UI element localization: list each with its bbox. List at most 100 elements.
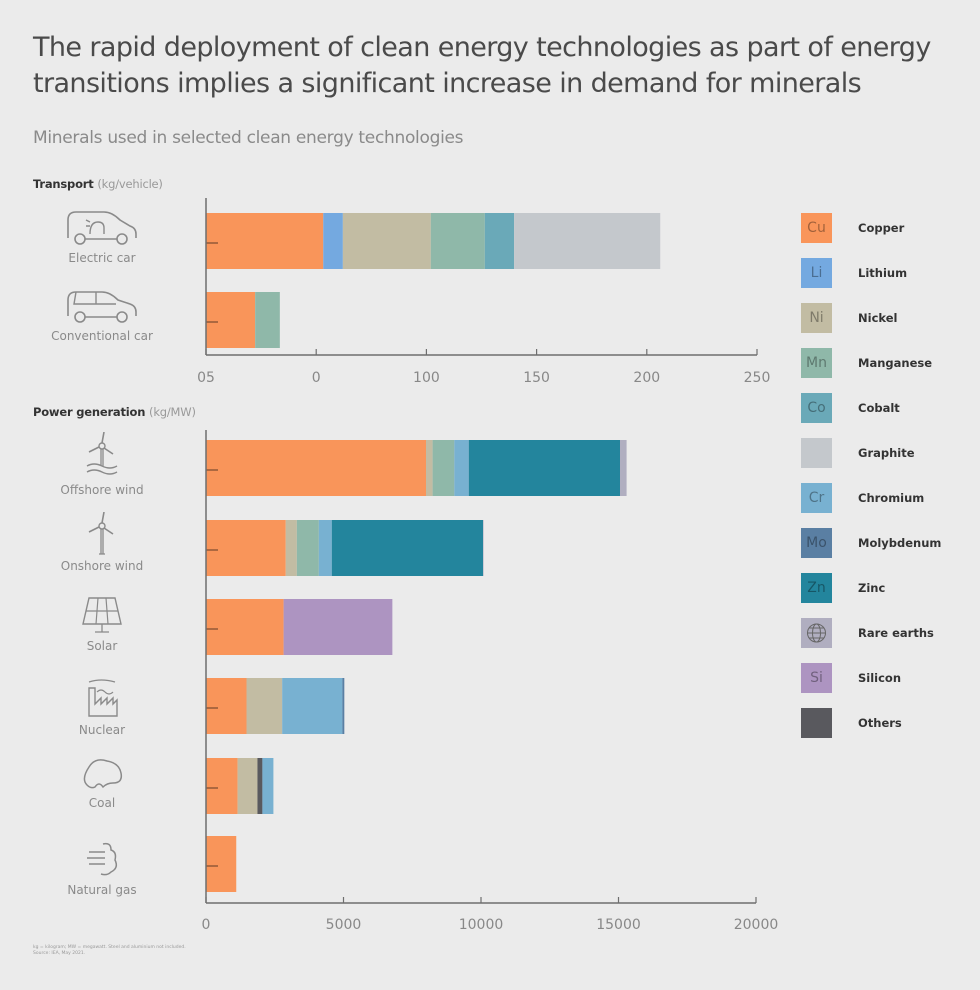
x-tick-label: 10000	[459, 917, 504, 933]
footnote-note: kg = kilogram; MW = megawatt. Steel and …	[33, 945, 186, 950]
bar-segment-ni	[246, 678, 283, 734]
legend-swatch: Li	[801, 258, 832, 288]
legend-label: Silicon	[858, 671, 902, 685]
bar-segment-cu	[206, 678, 247, 734]
legend-label: Cobalt	[858, 401, 900, 415]
bar-segment-zn	[468, 440, 621, 496]
bar-segment-re	[620, 440, 627, 496]
legend-swatch	[801, 438, 832, 468]
category-offshore-wind: Offshore wind	[27, 432, 177, 497]
legend-swatch: Mo	[801, 528, 832, 558]
x-tick-label: 250	[744, 370, 771, 386]
electric-car-icon	[67, 211, 137, 245]
legend-swatch: Cu	[801, 213, 832, 243]
x-tick-label: 100	[413, 370, 440, 386]
power-title: Power generation	[33, 405, 146, 419]
legend-swatch: Ni	[801, 303, 832, 333]
bar-segment-others	[257, 758, 263, 814]
category-label: Nuclear	[78, 723, 126, 737]
globe-icon	[807, 623, 826, 643]
onshore-wind-icon	[88, 512, 114, 555]
bar-segment-cu	[206, 836, 237, 892]
category-label: Conventional car	[51, 329, 153, 343]
transport-unit: (kg/vehicle)	[97, 177, 163, 191]
category-label: Coal	[88, 796, 116, 810]
bar-segment-co	[484, 213, 515, 269]
legend-item-zinc: Zn Zinc	[801, 573, 971, 603]
natural-gas-icon	[87, 842, 118, 876]
bar-segment-mn	[432, 440, 455, 496]
transport-section-label: Transport (kg/vehicle)	[33, 177, 163, 191]
legend-item-manganese: Mn Manganese	[801, 348, 971, 378]
legend-label: Copper	[858, 221, 905, 235]
bar-segment-ni	[237, 758, 258, 814]
legend-item-silicon: Si Silicon	[801, 663, 971, 693]
legend-item-rare-earths: Rare earths	[801, 618, 971, 648]
legend-item-chromium: Cr Chromium	[801, 483, 971, 513]
legend-label: Graphite	[858, 446, 915, 460]
category-label: Natural gas	[67, 883, 137, 897]
conventional-car-icon	[67, 291, 137, 323]
chart-subtitle: Minerals used in selected clean energy t…	[33, 128, 464, 148]
bar-segment-cu	[206, 292, 256, 348]
bar-segment-cu	[206, 440, 426, 496]
bar-segment-li	[323, 213, 343, 269]
category-electric-car: Electric car	[27, 208, 177, 265]
x-tick-label: 0	[202, 917, 211, 933]
legend-swatch: Co	[801, 393, 832, 423]
nuclear-plant-icon	[88, 679, 118, 717]
x-tick-label: 15000	[596, 917, 641, 933]
legend-swatch: Zn	[801, 573, 832, 603]
category-label: Onshore wind	[60, 559, 144, 573]
bar-segment-re	[483, 520, 484, 576]
category-onshore-wind: Onshore wind	[27, 512, 177, 573]
legend-swatch	[801, 708, 832, 738]
legend-label: Nickel	[858, 311, 898, 325]
category-nuclear: Nuclear	[27, 676, 177, 737]
category-label: Offshore wind	[60, 483, 144, 497]
bar-segment-si	[283, 599, 393, 655]
bar-segment-cu	[206, 758, 238, 814]
bar-segment-cr	[262, 758, 274, 814]
category-label: Solar	[86, 639, 118, 653]
legend-label: Molybdenum	[858, 536, 942, 550]
legend-label: Lithium	[858, 266, 908, 280]
power-section-label: Power generation (kg/MW)	[33, 405, 196, 419]
bar-segment-ni	[426, 440, 433, 496]
bar-segment-cu	[206, 213, 324, 269]
legend-label: Manganese	[858, 356, 933, 370]
legend-swatch: Mn	[801, 348, 832, 378]
bar-segment-cu	[206, 599, 284, 655]
bar-segment-zn	[331, 520, 484, 576]
bar-segment-cr	[282, 678, 343, 734]
bar-segment-mn	[430, 213, 485, 269]
bar-segment-mn	[255, 292, 280, 348]
transport-title: Transport	[33, 177, 94, 191]
category-natural-gas: Natural gas	[27, 840, 177, 897]
bar-segment-cr	[318, 520, 332, 576]
page-title: The rapid deployment of clean energy tec…	[33, 32, 931, 99]
legend-label: Others	[858, 716, 902, 730]
footnote: kg = kilogram; MW = megawatt. Steel and …	[33, 945, 186, 957]
bar-segment-mo	[342, 678, 345, 734]
x-tick-label: 20000	[734, 917, 779, 933]
legend-item-graphite: Graphite	[801, 438, 971, 468]
footnote-source: Source: IEA, May 2021.	[33, 951, 86, 956]
x-tick-label: 200	[633, 370, 660, 386]
legend-item-molybdenum: Mo Molybdenum	[801, 528, 971, 558]
offshore-wind-icon	[86, 432, 118, 475]
legend-label: Chromium	[858, 491, 925, 505]
x-tick-label: 5000	[326, 917, 362, 933]
x-tick-label: 0	[312, 370, 321, 386]
solar-panel-icon	[82, 597, 122, 633]
category-label: Electric car	[68, 251, 136, 265]
legend-swatch	[801, 618, 832, 648]
bar-segment-cu	[206, 520, 286, 576]
bar-segment-mn	[296, 520, 319, 576]
power-unit: (kg/MW)	[149, 405, 196, 419]
bar-segment-graphite	[514, 213, 661, 269]
category-coal: Coal	[27, 755, 177, 810]
legend-label: Rare earths	[858, 626, 934, 640]
x-tick-label: 150	[523, 370, 550, 386]
bar-segment-ni	[342, 213, 431, 269]
